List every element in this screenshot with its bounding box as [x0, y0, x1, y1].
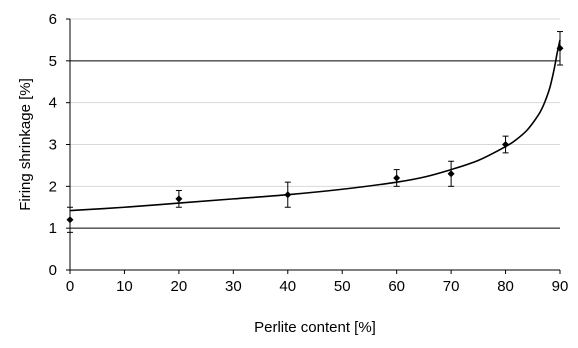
- data-point-0: [66, 216, 74, 224]
- y-tick-label-0: 0: [49, 262, 57, 279]
- reference-lines: [70, 60, 560, 229]
- data-points: [66, 44, 564, 224]
- y-tick-label-1: 1: [49, 220, 57, 237]
- data-point-3: [393, 174, 401, 182]
- x-tick-label-2: 20: [171, 278, 188, 295]
- fit-curve: [69, 39, 561, 212]
- data-point-5: [502, 141, 510, 148]
- fit-curve-group: [69, 39, 561, 212]
- data-point-4: [447, 170, 455, 178]
- x-tick-label-0: 0: [66, 278, 74, 295]
- x-tick-label-5: 50: [334, 278, 351, 295]
- x-axis-label: Perlite content [%]: [254, 319, 376, 336]
- y-tick-label-6: 6: [49, 11, 57, 28]
- x-tick-label-7: 70: [443, 278, 460, 295]
- x-tick-label-3: 30: [225, 278, 242, 295]
- y-tick-label-5: 5: [49, 53, 57, 70]
- x-tick-label-4: 40: [279, 278, 296, 295]
- y-tick-label-2: 2: [49, 178, 57, 195]
- y-axis-label: Firing shrinkage [%]: [17, 78, 34, 211]
- y-tick-label-3: 3: [49, 137, 57, 154]
- x-tick-label-1: 10: [116, 278, 133, 295]
- error-bars: [67, 31, 563, 233]
- x-tick-labels: 0 10 20 30 40 50 60 70 80 90: [66, 270, 569, 295]
- data-point-2: [284, 191, 292, 199]
- data-point-1: [175, 195, 183, 203]
- x-tick-label-9: 90: [552, 278, 569, 295]
- y-tick-labels: 0 1 2 3 4 5 6: [49, 11, 70, 279]
- gridlines: [70, 18, 560, 187]
- x-tick-label-6: 60: [388, 278, 405, 295]
- data-point-6: [556, 44, 564, 52]
- y-tick-label-4: 4: [49, 95, 57, 112]
- x-tick-label-8: 80: [497, 278, 514, 295]
